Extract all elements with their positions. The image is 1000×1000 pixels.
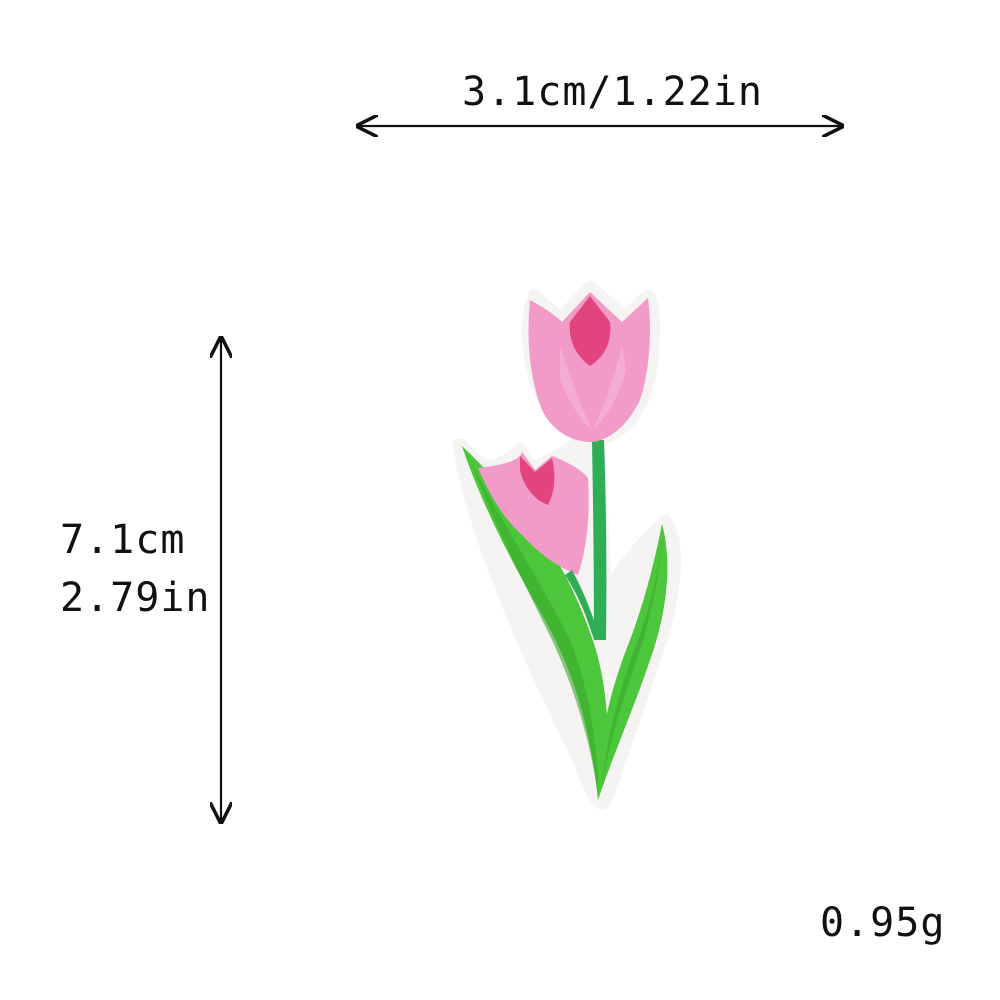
tulip-patch-icon bbox=[453, 281, 682, 810]
width-dimension-label: 3.1cm/1.22in bbox=[462, 69, 763, 115]
height-dimension-in-label: 2.79in bbox=[60, 575, 211, 621]
height-dimension-cm-label: 7.1cm bbox=[60, 517, 186, 563]
weight-label: 0.95g bbox=[820, 900, 946, 946]
